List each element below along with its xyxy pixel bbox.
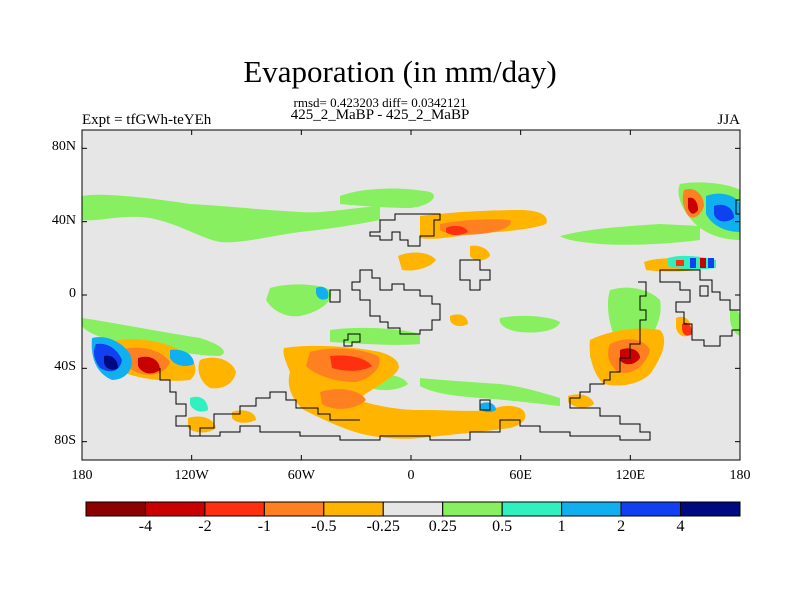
lon-tick-label: 60E [509,468,532,483]
anomaly-region [499,315,560,333]
lat-tick-label: 0 [69,286,76,301]
anomaly-region [104,355,118,370]
coastline [343,333,361,347]
anomaly-region [138,356,160,374]
anomaly-region [708,258,714,268]
coastlines [159,199,740,441]
lon-tick-label: 180 [729,468,751,483]
colorbar-swatch [204,501,265,517]
colorbar-label: -0.5 [311,518,337,535]
anomaly-region [82,194,380,243]
anomaly-region [450,314,468,327]
axis-ticks [81,130,741,460]
lon-tick-label: 120W [174,468,209,483]
lat-tick-label: 80N [51,139,76,155]
coastline [369,213,441,247]
coastline [329,289,341,303]
lon-tick-label: 120E [615,468,646,483]
lat-tick-label: 80S [54,432,76,448]
colorbar-label: 1 [557,518,566,535]
coastline [659,269,740,347]
colorbar-swatch [561,501,622,517]
anomaly-region [398,252,436,271]
anomaly-region [690,258,696,268]
season-label: JJA [717,112,740,128]
coastline [351,269,441,335]
lon-tick-label: 180 [71,468,93,483]
coastline [735,199,740,215]
colorbar-swatch [85,501,146,517]
colorbar-swatch [382,501,444,517]
coastline [479,399,491,411]
anomaly-region [330,355,372,371]
colorbar-label: -2 [198,518,212,535]
anomaly-region [676,260,684,266]
colorbar-swatch [263,501,325,517]
colorbar-swatch [501,501,563,517]
anomaly-region [714,204,734,222]
anomaly-region [420,378,560,406]
colorbar-swatch [442,501,503,517]
colorbar-label: 0.25 [428,518,457,535]
lon-tick-label: 0 [407,468,415,483]
map-title: Evaporation (in mm/day) [243,54,557,89]
experiment-pair-subtitle: 425_2_MaBP - 425_2_MaBP [290,107,470,123]
colorbar-swatch [680,501,741,517]
anomaly-region [266,284,332,317]
colorbar-label: 0.5 [492,518,513,535]
colorbar [85,501,741,517]
lat-tick-label: 40N [51,212,76,228]
anomaly-region [330,327,420,345]
anomaly-region [470,245,490,261]
anomaly-region [700,258,706,268]
anomaly-region [170,349,194,366]
anomaly-region [82,318,224,356]
anomaly-region [560,224,700,245]
coastline [699,285,709,297]
experiment-label: Expt = tfGWh-teYEh [82,112,212,128]
rmsd-diff-subtitle: rmsd= 0.423203 diff= 0.0342121 [293,95,467,110]
colorbar-label: -0.25 [366,518,400,535]
colorbar-swatch [620,501,682,517]
colorbar-label: 2 [617,518,626,535]
colorbar-label: 4 [676,518,685,535]
anomaly-region [688,197,698,214]
coastline [199,391,360,436]
anomaly-region [198,357,236,389]
anomaly-region [190,396,208,412]
anomaly-region [446,225,468,235]
colorbar-swatch [323,501,384,517]
anomaly-region [682,322,692,336]
colorbar-label: -4 [138,518,153,535]
anomaly-region [730,309,740,336]
coastline [459,259,491,291]
anomaly-region [320,389,366,409]
colorbar-swatch [144,501,206,517]
anomaly-region [340,188,434,208]
anomaly-field [82,182,740,439]
lon-tick-label: 60W [287,468,315,483]
anomaly-region [316,286,329,300]
lat-tick-label: 40S [54,359,76,375]
colorbar-label: -1 [257,518,272,535]
